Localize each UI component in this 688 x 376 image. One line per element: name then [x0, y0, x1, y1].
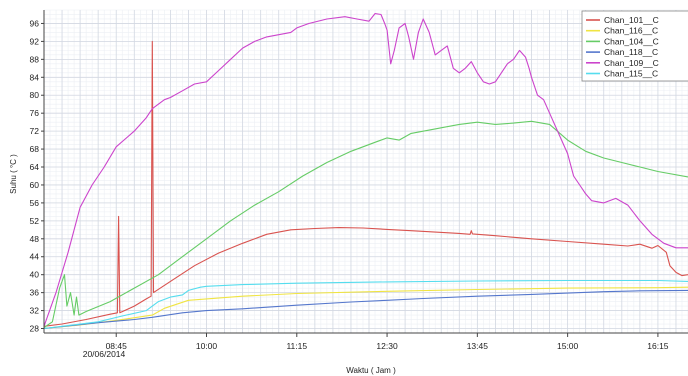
legend-label: Chan_116__C: [604, 26, 658, 36]
y-tick-label: 96: [30, 18, 40, 28]
series-line: [43, 13, 688, 327]
y-tick-label: 44: [30, 252, 40, 262]
x-tick-label: 13:45: [467, 341, 489, 351]
series-layer: [43, 13, 688, 330]
x-axis-title: Waktu ( Jam ): [346, 366, 396, 375]
legend: Chan_101__CChan_116__CChan_104__CChan_11…: [581, 10, 688, 82]
y-tick-label: 88: [30, 54, 40, 64]
y-tick-label: 80: [30, 90, 40, 100]
x-tick-label: 08:45: [106, 341, 128, 351]
series-line: [43, 289, 688, 330]
y-tick-label: 48: [30, 234, 40, 244]
legend-label: Chan_101__C: [604, 15, 659, 25]
y-tick-label: 60: [30, 180, 40, 190]
legend-label: Chan_104__C: [604, 36, 659, 46]
x-tick-label: 16:15: [647, 341, 669, 351]
series-line: [43, 279, 688, 330]
series-line: [43, 286, 688, 330]
y-tick-label: 92: [30, 36, 40, 46]
y-tick-label: 52: [30, 216, 40, 226]
series-line: [43, 40, 688, 327]
y-axis-title: Suhu ( °C ): [9, 154, 18, 194]
y-tick-label: 56: [30, 198, 40, 208]
y-tick-label: 68: [30, 144, 40, 154]
y-tick-label: 72: [30, 126, 40, 136]
x-axis-date-label: 20/06/2014: [83, 349, 126, 359]
x-tick-label: 11:15: [286, 341, 307, 351]
legend-label: Chan_115__C: [604, 69, 658, 79]
y-tick-label: 40: [30, 270, 40, 280]
legend-label: Chan_118__C: [604, 47, 658, 57]
x-tick-label: 10:00: [196, 341, 218, 351]
y-axis-ticks: 28 32 36 40 44 48 52 56 60 64 68 72 76 80 84 88 92 96: [30, 18, 44, 334]
y-tick-label: 28: [30, 324, 40, 334]
y-tick-label: 84: [30, 72, 40, 82]
legend-label: Chan_109__C: [604, 58, 659, 68]
y-tick-label: 64: [30, 162, 40, 172]
x-axis-ticks: 08:45 10:00 11:15 12:30 13:45 15:00 16:15: [106, 333, 669, 351]
x-tick-label: 15:00: [557, 341, 579, 351]
y-tick-label: 32: [30, 306, 40, 316]
y-tick-label: 36: [30, 288, 40, 298]
series-line: [43, 120, 688, 329]
y-tick-label: 76: [30, 108, 40, 118]
x-tick-label: 12:30: [376, 341, 398, 351]
legend-box: [581, 10, 688, 82]
